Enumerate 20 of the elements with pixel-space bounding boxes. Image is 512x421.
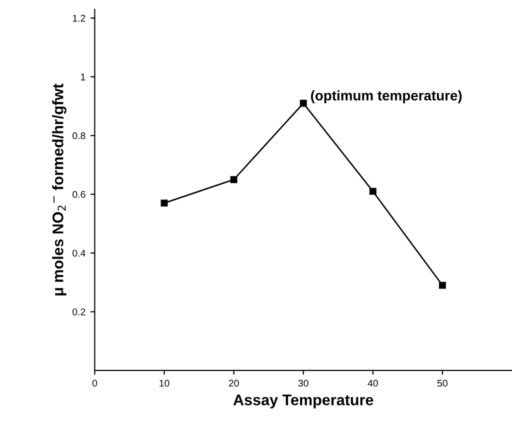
y-tick-label: 1.2 bbox=[72, 14, 86, 22]
x-tick-label: 10 bbox=[160, 380, 170, 387]
point bbox=[369, 188, 376, 195]
x-tick-label: 50 bbox=[437, 380, 448, 387]
point bbox=[438, 282, 446, 289]
x-tick-label: 20 bbox=[228, 380, 239, 387]
annotation: (optimum temperature) bbox=[310, 90, 462, 104]
x-tick-label: 30 bbox=[298, 380, 308, 387]
y-tick-label: 0.8 bbox=[72, 132, 86, 140]
point bbox=[230, 176, 238, 184]
y-tick-label: 0.4 bbox=[72, 250, 86, 257]
point bbox=[300, 100, 307, 107]
y-tick-label: 0.2 bbox=[72, 308, 86, 316]
y-tick-label: 0.6 bbox=[72, 191, 86, 198]
x-axis-title: Assay Temperature bbox=[233, 394, 374, 408]
x-tick-label: 0 bbox=[92, 380, 98, 387]
x-tick-label: 40 bbox=[368, 380, 378, 387]
point bbox=[160, 200, 168, 207]
y-tick-label: 1 bbox=[81, 74, 86, 80]
y-axis-title: μ moles NO$_{2}$$^{−}$ formed/hr/gfwt bbox=[52, 84, 66, 296]
